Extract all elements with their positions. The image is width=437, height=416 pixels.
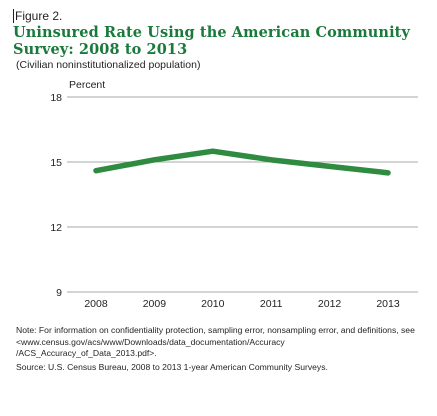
- notes: Note: For information on confidentiality…: [16, 325, 426, 373]
- y-tick-label: 12: [50, 222, 62, 234]
- x-tick-label: 2011: [260, 298, 283, 310]
- source-note: Source: U.S. Census Bureau, 2008 to 2013…: [16, 361, 328, 372]
- series-line: [93, 148, 391, 176]
- x-tick-label: 2008: [84, 298, 108, 310]
- series-layer: [93, 148, 391, 176]
- footnote: Note: For information on confidentiality…: [16, 325, 415, 358]
- line-chart: Percent 9 12 15 18 2008 2009 2010 2011 2012 2013: [50, 79, 418, 310]
- data-point: [268, 157, 274, 163]
- data-point: [93, 168, 99, 174]
- y-axis-label: Percent: [69, 79, 105, 91]
- y-tick-labels: 9 12 15 18: [50, 92, 62, 299]
- chart-title: Uninsured Rate Using the American Commun…: [13, 24, 410, 58]
- data-point: [327, 163, 333, 169]
- gridlines: [67, 96, 418, 293]
- data-point: [385, 170, 391, 176]
- y-tick-label: 9: [56, 287, 62, 299]
- x-tick-label: 2010: [201, 298, 225, 310]
- x-tick-label: 2012: [318, 298, 342, 310]
- y-tick-label: 18: [50, 92, 62, 104]
- figure-label: Figure 2.: [13, 9, 63, 23]
- x-tick-labels: 2008 2009 2010 2011 2012 2013: [84, 298, 400, 310]
- x-tick-label: 2013: [376, 298, 400, 310]
- data-point: [151, 157, 157, 163]
- y-tick-label: 15: [50, 157, 62, 169]
- data-point: [210, 148, 216, 154]
- x-tick-label: 2009: [143, 298, 167, 310]
- chart-subtitle: (Civilian noninstitutionalized populatio…: [16, 59, 201, 71]
